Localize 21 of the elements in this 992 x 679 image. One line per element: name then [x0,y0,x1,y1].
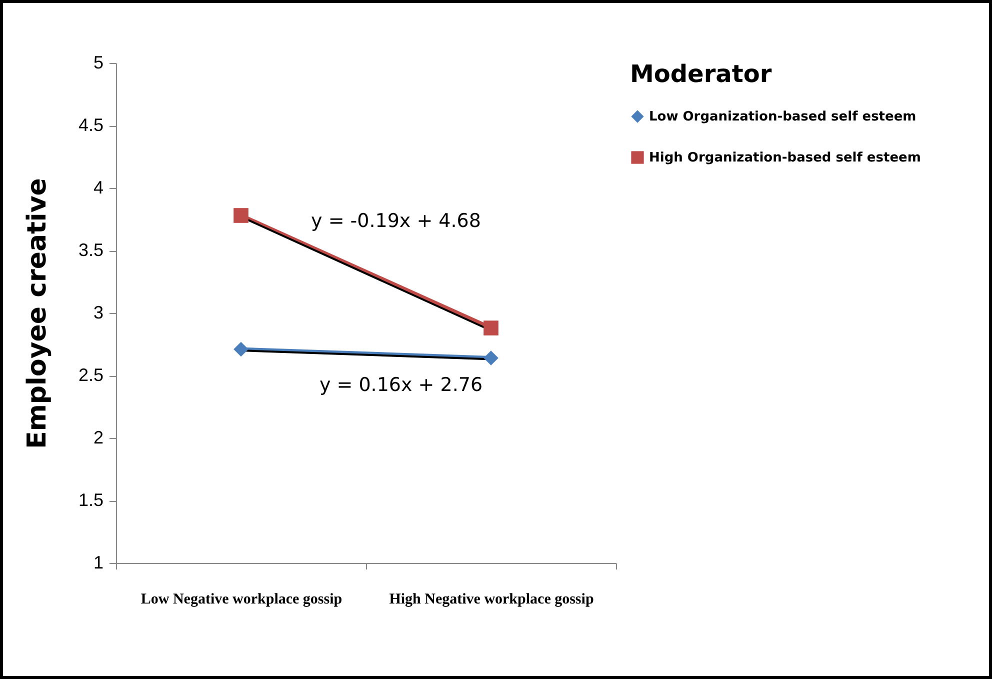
point [484,350,498,366]
y-axis-title: Employee creative [22,178,52,449]
legend-label: High Organization-based self esteem [649,150,921,166]
x-tick-label: High Negative workplace gossip [389,592,594,608]
y-tick-label: 3 [93,302,104,322]
y-tick-label: 5 [93,52,104,72]
y-tick-label: 2 [93,428,104,448]
annotation: y = 0.16x + 2.76 [319,374,483,396]
point [234,342,248,357]
y-tick-label: 4 [93,178,104,198]
annotation: y = -0.19x + 4.68 [311,210,481,232]
legend-label: Low Organization-based self esteem [649,110,916,124]
x-tick-label: Low Negative workplace gossip [140,592,342,608]
y-tick-label: 3.5 [78,240,104,260]
y-tick-label: 1.5 [78,490,104,510]
y-tick-label: 4.5 [78,115,104,135]
y-tick-label: 2.5 [78,365,104,385]
point [484,320,498,336]
y-tick-label: 1 [93,552,104,572]
point [234,208,248,223]
legend-title: Moderator [630,60,772,88]
